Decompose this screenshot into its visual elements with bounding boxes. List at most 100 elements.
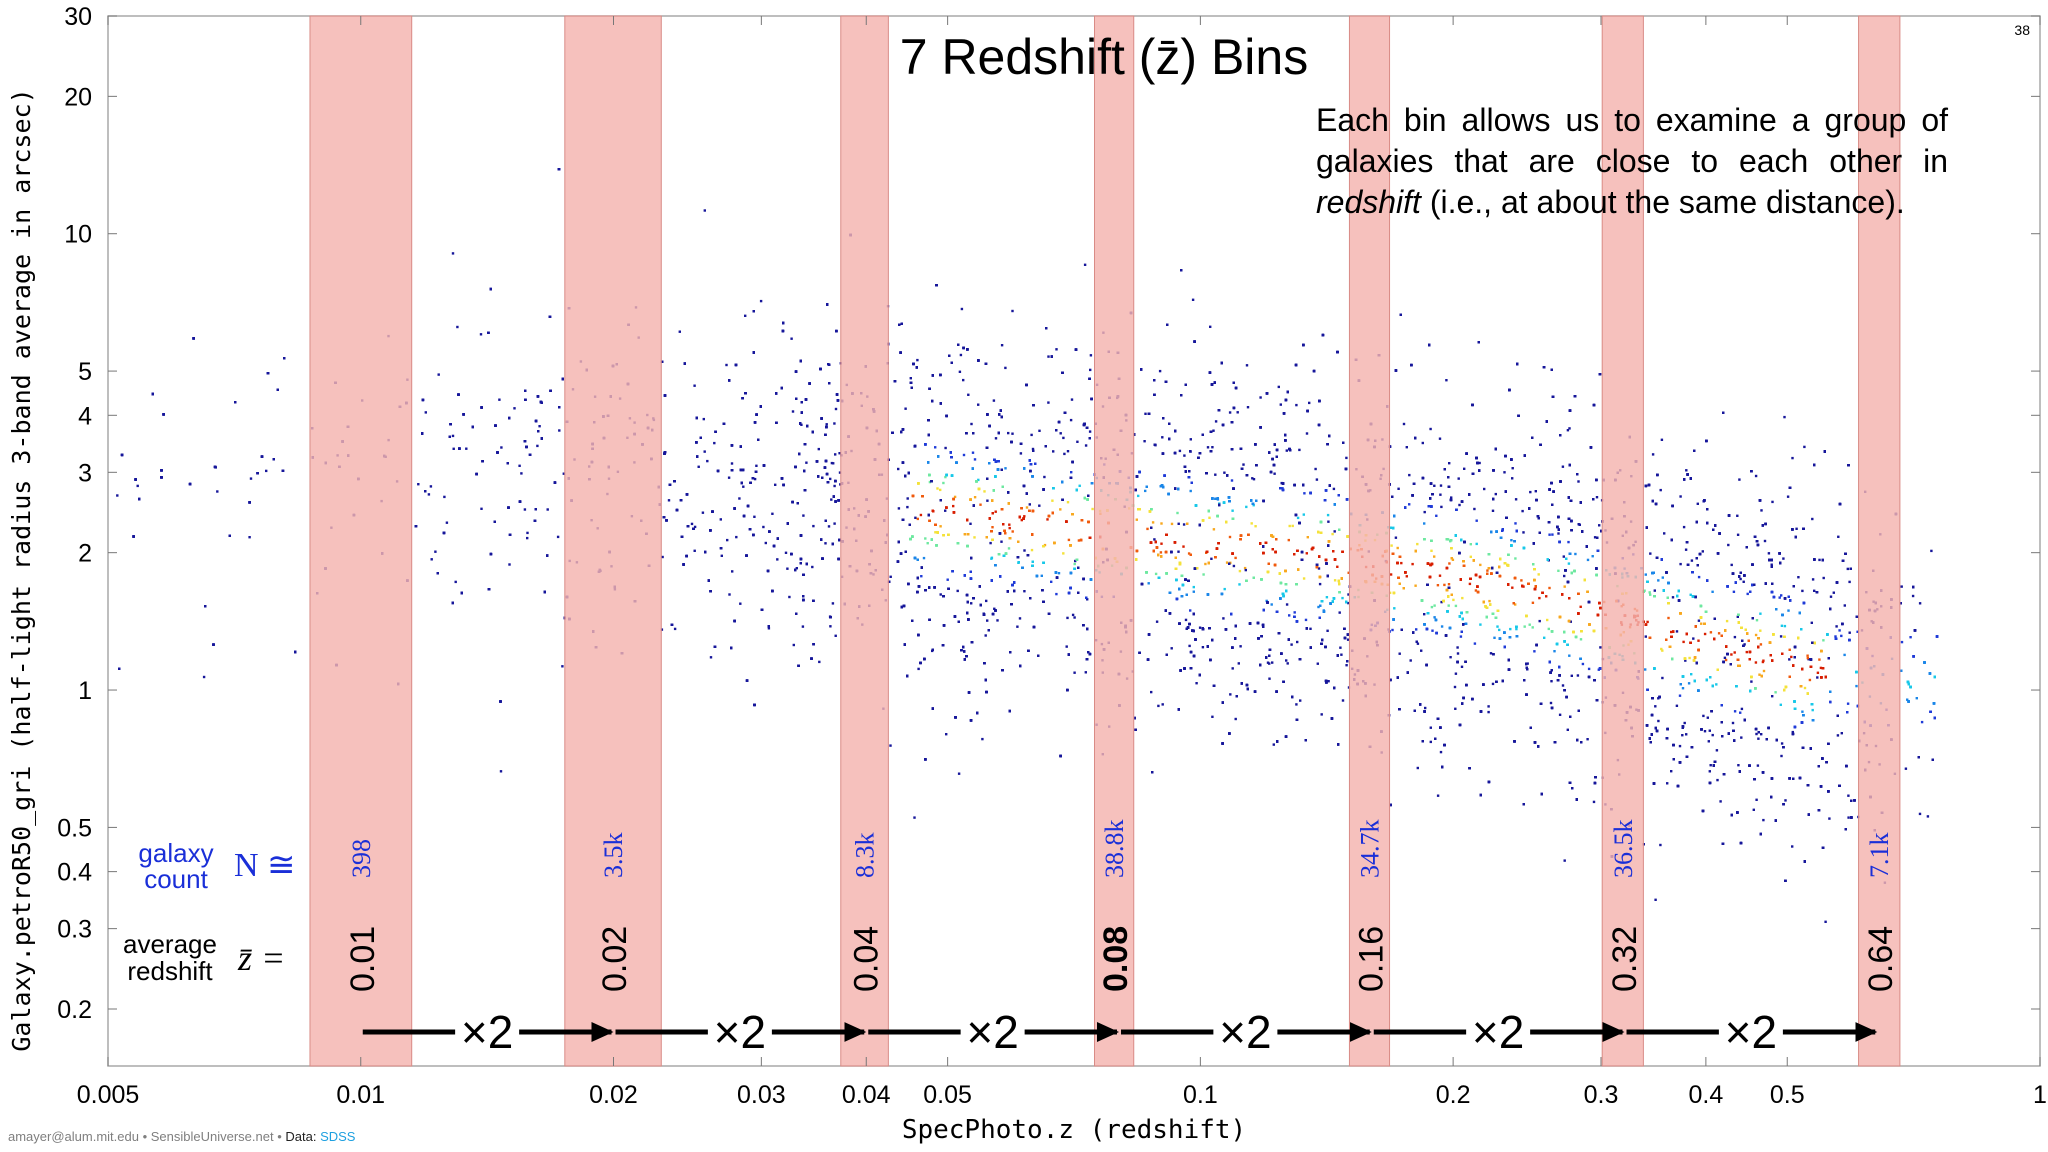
scatter-point [1318,582,1322,586]
scatter-point [1070,398,1074,401]
scatter-point [1303,492,1306,495]
scatter-point [1579,638,1583,641]
scatter-point [1644,635,1647,638]
scatter-point [1414,584,1417,587]
scatter-point [1345,456,1348,460]
scatter-point [1008,523,1011,526]
scatter-point [1711,733,1714,737]
scatter-point [1494,492,1497,496]
scatter-point [1838,629,1841,632]
scatter-point [1191,298,1195,301]
scatter-point [1514,557,1517,560]
scatter-point [660,628,664,631]
scatter-point [1073,562,1076,566]
scatter-point [1074,559,1077,563]
scatter-point [1911,594,1915,598]
scatter-point [801,625,805,628]
scatter-point [1475,519,1478,522]
scatter-point [1918,812,1922,816]
scatter-point [1761,660,1765,664]
scatter-point [1243,566,1247,570]
scatter-point [1906,698,1909,701]
scatter-point [1711,590,1714,593]
scatter-point [1288,614,1291,617]
scatter-point [1537,573,1540,576]
scatter-point [1597,668,1600,671]
scatter-point [445,521,449,524]
scatter-point [1549,701,1553,705]
scatter-point [1816,671,1820,674]
scatter-point [977,403,980,406]
scatter-point [1454,604,1458,608]
scatter-point [1202,573,1205,576]
scatter-point [1671,596,1675,599]
scatter-point [1047,401,1050,404]
scatter-point [454,580,457,584]
scatter-point [1458,503,1461,507]
scatter-point [1176,511,1179,515]
scatter-point [1439,750,1443,754]
scatter-point [1332,487,1336,491]
scatter-point [1531,601,1535,604]
scatter-point [1429,740,1432,744]
scatter-point [518,464,521,467]
scatter-point [1237,662,1240,665]
scatter-point [1160,542,1163,545]
scatter-point [994,510,997,513]
scatter-point [1454,672,1458,675]
scatter-point [1153,538,1156,541]
scatter-point [1707,740,1710,743]
scatter-point [944,475,947,479]
scatter-point [1690,559,1694,562]
scatter-point [1025,506,1029,509]
scatter-point [1445,379,1448,382]
scatter-point [1675,630,1679,633]
scatter-point [1750,680,1753,683]
scatter-point [1038,429,1041,432]
scatter-point [136,484,139,488]
scatter-point [556,535,560,539]
scatter-point [1327,680,1330,683]
scatter-point [1659,843,1662,847]
scatter-point [1483,487,1486,491]
scatter-point [1315,478,1319,481]
scatter-point [1008,526,1011,530]
scatter-point [1784,799,1787,802]
scatter-point [520,472,523,475]
scatter-point [1433,484,1436,487]
scatter-point [1473,507,1476,511]
scatter-point [1566,728,1569,731]
scatter-point [1052,450,1055,453]
scatter-point [1593,536,1597,539]
scatter-point [764,541,767,545]
scatter-point [1661,576,1664,579]
scatter-point [1846,702,1850,705]
scatter-point [1211,446,1214,449]
scatter-point [1408,503,1411,506]
scatter-point [1840,732,1843,735]
scatter-point [1327,520,1330,523]
scatter-point [1231,667,1234,670]
scatter-point [1473,642,1477,645]
scatter-point [827,525,831,528]
scatter-point [709,656,713,659]
scatter-point [1073,616,1076,619]
scatter-point [1050,580,1053,583]
scatter-point [1389,573,1393,576]
scatter-point [1305,432,1309,435]
scatter-point [1586,738,1589,741]
scatter-point [1223,587,1226,591]
scatter-point [1347,601,1350,605]
scatter-point [913,816,916,819]
scatter-point [1690,673,1693,676]
scatter-point [832,462,835,465]
scatter-point [1545,595,1548,598]
scatter-point [1904,767,1908,770]
scatter-point [1023,515,1026,518]
scatter-point [1208,516,1211,519]
scatter-point [1228,411,1232,414]
scatter-point [479,333,483,336]
scatter-point [1811,708,1814,712]
scatter-point [1847,794,1850,797]
